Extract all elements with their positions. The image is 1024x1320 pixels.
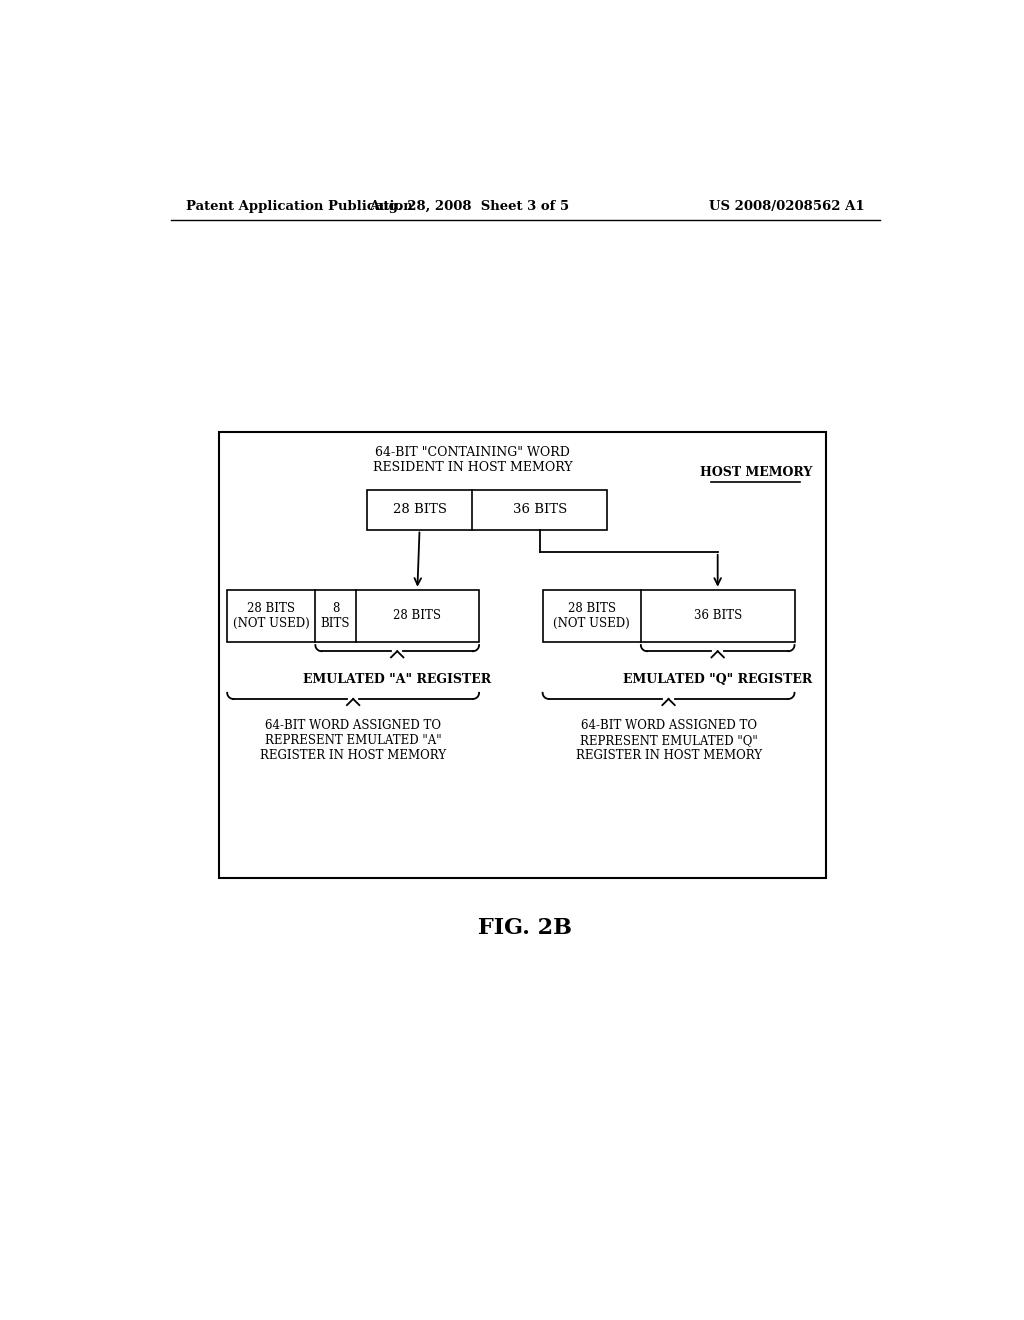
Text: Patent Application Publication: Patent Application Publication (186, 199, 413, 213)
Text: 28 BITS
(NOT USED): 28 BITS (NOT USED) (553, 602, 630, 630)
Text: EMULATED "Q" REGISTER: EMULATED "Q" REGISTER (623, 673, 812, 686)
Text: 36 BITS: 36 BITS (513, 503, 567, 516)
Bar (367, 490, 607, 529)
Text: 8
BITS: 8 BITS (321, 602, 350, 630)
Text: 28 BITS: 28 BITS (393, 610, 441, 622)
Text: HOST MEMORY: HOST MEMORY (699, 466, 812, 479)
Text: 64-BIT "CONTAINING" WORD
RESIDENT IN HOST MEMORY: 64-BIT "CONTAINING" WORD RESIDENT IN HOS… (373, 446, 572, 474)
Bar (219, 432, 825, 878)
Text: 64-BIT WORD ASSIGNED TO
REPRESENT EMULATED "A"
REGISTER IN HOST MEMORY: 64-BIT WORD ASSIGNED TO REPRESENT EMULAT… (260, 719, 446, 762)
Text: US 2008/0208562 A1: US 2008/0208562 A1 (709, 199, 864, 213)
Text: Aug. 28, 2008  Sheet 3 of 5: Aug. 28, 2008 Sheet 3 of 5 (369, 199, 569, 213)
Text: 28 BITS
(NOT USED): 28 BITS (NOT USED) (232, 602, 309, 630)
Bar (543, 590, 795, 642)
Text: 64-BIT WORD ASSIGNED TO
REPRESENT EMULATED "Q"
REGISTER IN HOST MEMORY: 64-BIT WORD ASSIGNED TO REPRESENT EMULAT… (575, 719, 762, 762)
Text: 36 BITS: 36 BITS (693, 610, 741, 622)
Bar (227, 590, 479, 642)
Text: 28 BITS: 28 BITS (392, 503, 446, 516)
Text: EMULATED "A" REGISTER: EMULATED "A" REGISTER (303, 673, 492, 686)
Text: FIG. 2B: FIG. 2B (478, 917, 571, 940)
